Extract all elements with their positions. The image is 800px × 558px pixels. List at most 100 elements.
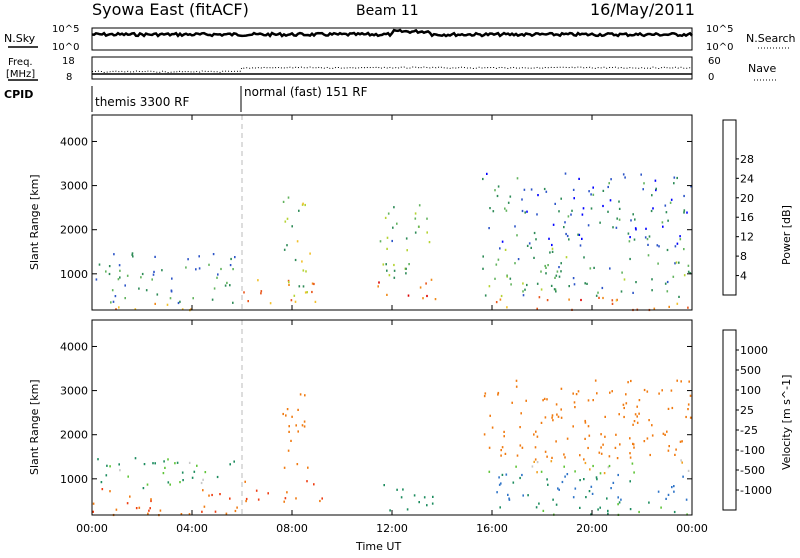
heatmap-cell — [164, 466, 166, 469]
heatmap-cell — [583, 478, 585, 481]
heatmap-cell — [100, 481, 103, 484]
heatmap-cell — [496, 194, 499, 198]
heatmap-cell — [147, 512, 149, 515]
heatmap-cell — [618, 501, 621, 504]
colorbar-tick-label: 12 — [740, 231, 754, 244]
heatmap-cell — [379, 240, 382, 243]
heatmap-cell — [267, 492, 269, 495]
heatmap-cell — [551, 243, 553, 247]
heatmap-cell — [603, 472, 606, 475]
heatmap-cell — [294, 258, 297, 262]
heatmap-cell — [521, 473, 523, 477]
heatmap-cell — [414, 212, 417, 215]
heatmap-cell — [625, 393, 627, 396]
heatmap-cell — [118, 306, 120, 309]
heatmap-cell — [617, 496, 619, 499]
colorbar-tick-label: 8 — [740, 250, 747, 263]
heatmap-cell — [213, 287, 216, 290]
heatmap-cell — [676, 379, 678, 382]
heatmap-cell — [572, 496, 575, 499]
heatmap-cell — [588, 434, 591, 437]
heatmap-cell — [309, 252, 311, 255]
heatmap-cell — [609, 199, 612, 202]
heatmap-cell — [572, 392, 574, 395]
heatmap-cell — [524, 288, 526, 291]
heatmap-cell — [154, 302, 156, 305]
heatmap-cell — [505, 209, 508, 212]
heatmap-cell — [585, 496, 587, 499]
heatmap-cell — [134, 308, 137, 311]
x-tick-label: 16:00 — [476, 522, 508, 535]
heatmap-cell — [680, 380, 682, 383]
heatmap-cell — [287, 449, 290, 452]
heatmap-cell — [533, 256, 535, 259]
heatmap-cell — [311, 282, 314, 285]
heatmap-cell — [108, 265, 111, 268]
heatmap-cell — [573, 283, 576, 286]
heatmap-cell — [313, 282, 315, 286]
heatmap-cell — [319, 499, 321, 503]
heatmap-cell — [483, 395, 486, 398]
heatmap-cell — [109, 490, 111, 493]
heatmap-cell — [545, 272, 547, 275]
heatmap-cell — [293, 294, 296, 297]
heatmap-cell — [434, 298, 437, 301]
heatmap-cell — [514, 262, 516, 265]
heatmap-cell — [291, 415, 293, 418]
heatmap-cell — [488, 285, 491, 288]
heatmap-cell — [671, 486, 673, 489]
heatmap-cell — [426, 504, 428, 507]
heatmap-cell — [566, 437, 569, 440]
heatmap-cell — [590, 193, 592, 196]
heatmap-cell — [188, 461, 191, 464]
heatmap-cell — [596, 478, 598, 481]
heatmap-cell — [570, 213, 572, 216]
heatmap-cell — [676, 302, 679, 305]
heatmap-cell — [573, 401, 576, 404]
heatmap-cell — [572, 425, 574, 428]
heatmap-cell — [624, 176, 626, 179]
heatmap-cell — [568, 298, 570, 301]
heatmap-cell — [229, 497, 231, 500]
heatmap-cell — [504, 248, 507, 251]
heatmap-cell — [556, 270, 559, 273]
heatmap-cell — [119, 469, 121, 472]
heatmap-cell — [236, 506, 238, 509]
heatmap-cell — [584, 282, 586, 285]
heatmap-cell — [633, 471, 635, 474]
heatmap-cell — [618, 218, 621, 221]
heatmap-cell — [505, 473, 508, 476]
heatmap-cell — [657, 490, 660, 493]
heatmap-cell — [579, 454, 581, 457]
heatmap-cell — [482, 255, 484, 258]
heatmap-cell — [597, 291, 599, 294]
heatmap-cell — [669, 201, 672, 204]
heatmap-cell — [656, 244, 659, 247]
heatmap-cell — [509, 277, 512, 280]
heatmap-cell — [154, 462, 156, 465]
heatmap-cell — [414, 217, 417, 220]
heatmap-cell — [584, 421, 587, 424]
heatmap-cell — [538, 502, 540, 505]
heatmap-cell — [565, 256, 568, 259]
heatmap-cell — [638, 399, 641, 402]
heatmap-cell — [504, 207, 506, 210]
heatmap-cell — [633, 446, 635, 449]
heatmap-cell — [132, 255, 134, 258]
heatmap-cell — [602, 296, 604, 300]
heatmap-cell — [188, 513, 191, 516]
heatmap-cell — [590, 207, 593, 210]
heatmap-cell — [534, 458, 537, 461]
heatmap-cell — [629, 257, 631, 261]
heatmap-cell — [670, 389, 673, 392]
heatmap-cell — [138, 287, 140, 290]
heatmap-cell — [567, 215, 570, 218]
heatmap-cell — [114, 295, 117, 298]
heatmap-cell — [536, 307, 538, 310]
heatmap-cell — [154, 255, 156, 258]
heatmap-cell — [617, 503, 619, 506]
colorbar-tick-label: 24 — [740, 172, 754, 185]
heatmap-cell — [111, 289, 114, 292]
heatmap-cell — [284, 220, 287, 223]
heatmap-cell — [544, 264, 546, 268]
